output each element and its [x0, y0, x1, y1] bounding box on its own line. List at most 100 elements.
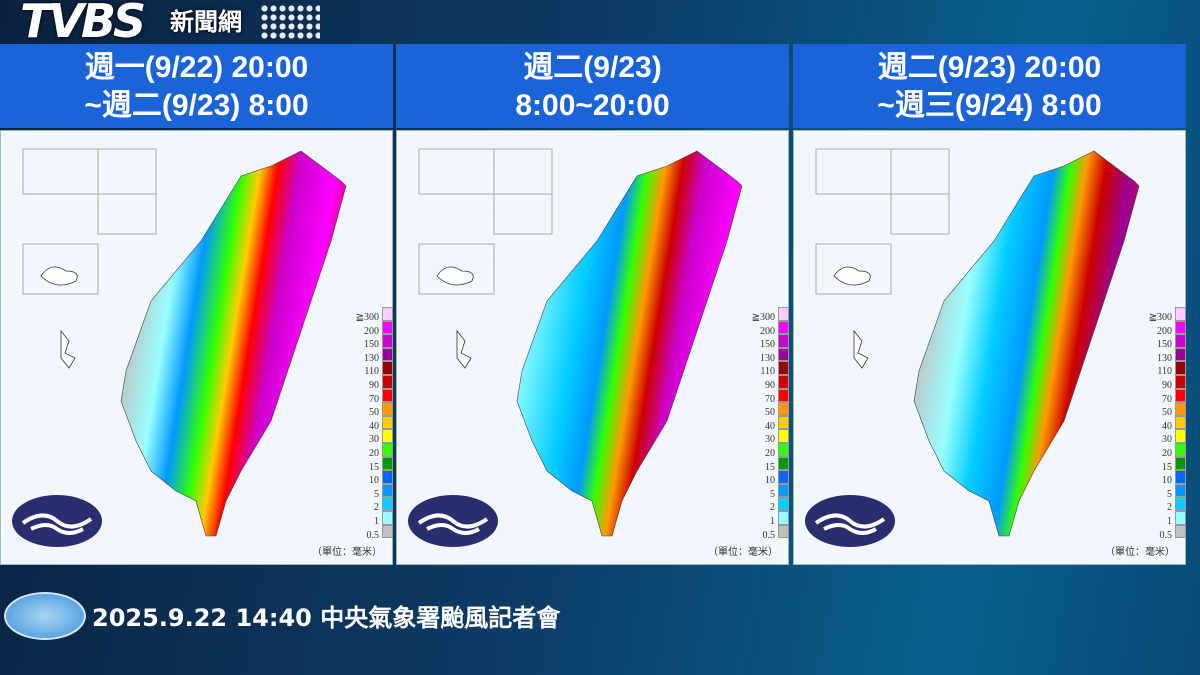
legend-item: 130 — [337, 347, 393, 363]
legend-item: 10 — [337, 470, 393, 487]
legend-swatch — [382, 307, 393, 321]
legend-label: 10 — [369, 475, 379, 487]
panel-title: 週二(9/23) 20:00 ~週三(9/24) 8:00 — [793, 44, 1186, 128]
legend-item: 90 — [1130, 374, 1186, 391]
panel-title-line2: 8:00~20:00 — [515, 89, 670, 122]
inset-box — [493, 193, 553, 235]
legend-item: 10 — [1130, 470, 1186, 486]
legend-item: ≧300 — [733, 307, 789, 323]
legend-swatch — [382, 442, 393, 457]
inset-box — [97, 193, 157, 235]
legend-swatch — [382, 429, 393, 443]
legend-item: 20 — [733, 442, 789, 458]
legend-label: 5 — [1167, 488, 1172, 500]
legend-label: 30 — [1162, 434, 1172, 446]
inset-box — [97, 148, 157, 195]
legend-item: 0.5 — [1130, 524, 1186, 540]
inset-box — [815, 243, 892, 295]
legend-item: 70 — [733, 388, 789, 404]
inset-box — [493, 148, 553, 195]
legend-label: 150 — [1157, 339, 1172, 351]
inset-box — [22, 148, 99, 195]
legend-swatch — [382, 374, 393, 389]
legend-swatch — [778, 334, 789, 348]
legend-swatch — [778, 510, 789, 525]
inset-box — [418, 243, 495, 295]
legend-swatch — [1175, 456, 1186, 471]
legend-item: 2 — [733, 497, 789, 513]
legend-item: ≧300 — [337, 307, 393, 323]
legend-label: 0.5 — [366, 529, 380, 541]
taiwan-island-rainfall — [120, 150, 347, 537]
legend-swatch — [1175, 470, 1186, 484]
panel-title: 週二(9/23) 8:00~20:00 — [396, 44, 789, 128]
legend-label: 1 — [1167, 515, 1172, 527]
kinmen-island — [833, 266, 871, 286]
legend-label: 15 — [765, 461, 775, 473]
legend-label: ≧300 — [751, 312, 775, 323]
taiwan-map — [12, 148, 347, 547]
legend-swatch — [382, 402, 393, 416]
legend-item: 20 — [337, 442, 393, 458]
legend-item: 5 — [1130, 483, 1186, 500]
legend-item: 2 — [337, 497, 393, 514]
legend-item: 150 — [337, 334, 393, 351]
legend-item: 5 — [733, 483, 789, 500]
legend-label: 200 — [1157, 325, 1172, 337]
legend-swatch — [382, 483, 393, 498]
legend-label: 50 — [1162, 407, 1172, 419]
rainfall-legend: ≧300 200 150 130 110 90 70 50 40 30 20 15 10 5 2 1 0.5 — [1130, 307, 1186, 540]
legend-label: 200 — [760, 325, 775, 337]
legend-swatch — [1175, 442, 1186, 457]
legend-item: 150 — [1130, 334, 1186, 351]
legend-label: 130 — [760, 352, 775, 364]
legend-label: 50 — [369, 407, 379, 419]
legend-item: 130 — [1130, 347, 1186, 364]
legend-swatch — [382, 510, 393, 525]
panel-title-line2: ~週三(9/24) 8:00 — [877, 89, 1102, 122]
legend-item: 50 — [337, 402, 393, 419]
legend-swatch — [382, 347, 393, 362]
legend-label: 2 — [374, 502, 379, 514]
legend-item: 30 — [337, 429, 393, 445]
unit-label: （單位：毫米） — [1105, 547, 1175, 558]
legend-swatch — [778, 456, 789, 471]
legend-label: 20 — [1162, 447, 1172, 459]
legend-item: 150 — [733, 334, 789, 350]
penghu-islands — [853, 329, 869, 369]
legend-label: 15 — [369, 461, 379, 473]
legend-swatch — [382, 334, 393, 348]
legend-swatch — [778, 497, 789, 511]
panel-title-line1: 週二(9/23) 20:00 — [877, 51, 1102, 84]
legend-swatch — [778, 415, 789, 430]
legend-label: 90 — [1162, 379, 1172, 391]
taiwan-island-rainfall — [516, 150, 743, 537]
legend-label: 110 — [760, 366, 775, 378]
legend-label: 5 — [374, 488, 379, 500]
legend-label: 200 — [364, 325, 379, 337]
legend-swatch — [382, 456, 393, 471]
inset-box — [890, 148, 950, 195]
legend-item: 0.5 — [733, 524, 789, 540]
legend-item: 110 — [337, 361, 393, 378]
legend-item: 1 — [1130, 510, 1186, 527]
tvbs-logo-subtitle: 新聞網 — [170, 8, 242, 36]
legend-label: 1 — [770, 515, 775, 527]
legend-label: 5 — [770, 488, 775, 500]
legend-label: 10 — [765, 475, 775, 487]
legend-label: 70 — [1162, 393, 1172, 405]
legend-swatch — [778, 470, 789, 484]
legend-label: 130 — [1157, 352, 1172, 364]
legend-label: 150 — [364, 339, 379, 351]
legend-item: 70 — [337, 388, 393, 404]
legend-swatch — [1175, 320, 1186, 335]
legend-item: 1 — [337, 510, 393, 526]
legend-label: 90 — [369, 379, 379, 391]
taiwan-island-rainfall — [913, 150, 1140, 537]
rainfall-map: ≧300 200 150 130 110 90 70 50 40 30 20 15 10 5 2 1 0.5 （… — [793, 130, 1186, 565]
legend-swatch — [1175, 347, 1186, 362]
legend-item: 110 — [1130, 361, 1186, 377]
legend-label: 110 — [364, 366, 379, 378]
legend-swatch — [382, 361, 393, 375]
legend-swatch — [1175, 334, 1186, 348]
